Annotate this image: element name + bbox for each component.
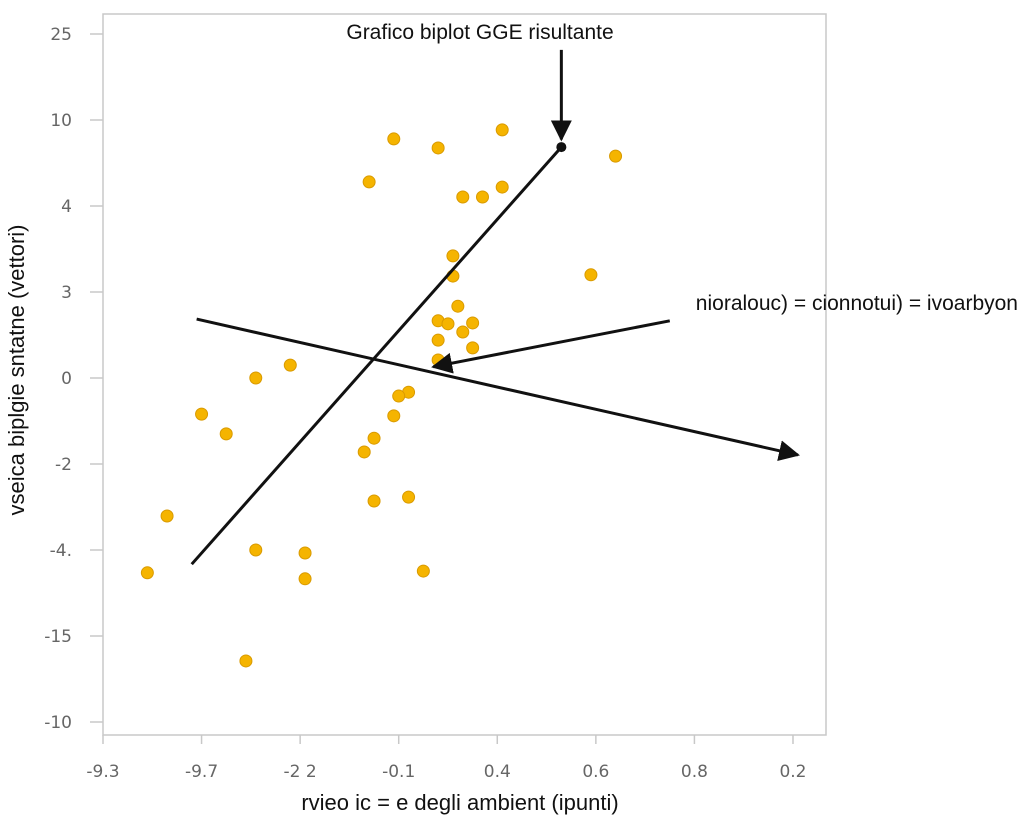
data-point [402, 490, 416, 504]
data-point [416, 564, 430, 578]
data-point [495, 123, 509, 137]
data-point [298, 572, 312, 586]
data-point [584, 268, 598, 282]
y-tick-label: 25 [50, 25, 72, 45]
data-point [160, 509, 174, 523]
x-tick-label: -2 2 [284, 762, 317, 782]
y-tick-label: 3 [61, 283, 72, 303]
data-point [446, 249, 460, 263]
data-point [219, 427, 233, 441]
data-point [367, 494, 381, 508]
data-point [466, 316, 480, 330]
x-axis-label: rvieo ic = e degli ambient (ipunti) [301, 790, 618, 815]
data-point [140, 566, 154, 580]
annotations-layer [431, 49, 671, 374]
data-point [249, 543, 263, 557]
x-tick-label: 0.8 [681, 762, 708, 782]
data-point [239, 654, 253, 668]
points-layer [140, 123, 623, 668]
y-tick-label: -10 [44, 713, 72, 733]
x-tick-label: -9.7 [185, 762, 218, 782]
data-point [431, 333, 445, 347]
data-point [195, 407, 209, 421]
x-tick-label: -9.3 [86, 762, 119, 782]
data-point [441, 317, 455, 331]
plot-frame [102, 13, 827, 736]
data-point [249, 371, 263, 385]
y-tick-label: 4 [61, 197, 72, 217]
x-tick-label: -0.1 [382, 762, 415, 782]
y-tick-label: -4. [50, 541, 72, 561]
chart-title: Grafico biplot GGE risultante [346, 21, 613, 44]
data-point [495, 180, 509, 194]
annotation-label: nioralouc) = cionnotui) = ivoarbyon [696, 292, 1018, 315]
data-point [362, 175, 376, 189]
y-tick-label: -2 [55, 455, 72, 475]
vector-endpoint-dot [556, 142, 567, 153]
annotation-arrow [431, 319, 671, 374]
data-point [387, 409, 401, 423]
x-tick-label: 0.2 [779, 762, 806, 782]
data-point [283, 358, 297, 372]
y-axis-label: vseica biplgie sntatne (vettori) [4, 224, 29, 515]
data-point [367, 431, 381, 445]
data-point [451, 299, 465, 313]
y-tick-label: 10 [50, 111, 72, 131]
data-point [387, 132, 401, 146]
data-point [357, 445, 371, 459]
data-point [466, 341, 480, 355]
data-point [431, 141, 445, 155]
biplot-vector [196, 317, 800, 462]
vectors-layer [190, 142, 800, 566]
data-point [609, 149, 623, 163]
x-axis: -9.3 -9.7 -2 2 -0.1 0.4 0.6 0.8 0.2 [86, 735, 807, 782]
x-tick-label: 0.6 [582, 762, 609, 782]
x-tick-label: 0.4 [484, 762, 511, 782]
data-point [392, 389, 406, 403]
y-axis: 25 10 4 3 0 -2 -4. -15 -10 [44, 25, 103, 733]
data-point [298, 546, 312, 560]
biplot-vector [190, 146, 563, 566]
data-point [456, 325, 470, 339]
data-point [456, 190, 470, 204]
data-point [475, 190, 489, 204]
y-tick-label: -15 [44, 627, 72, 647]
y-tick-label: 0 [61, 369, 72, 389]
